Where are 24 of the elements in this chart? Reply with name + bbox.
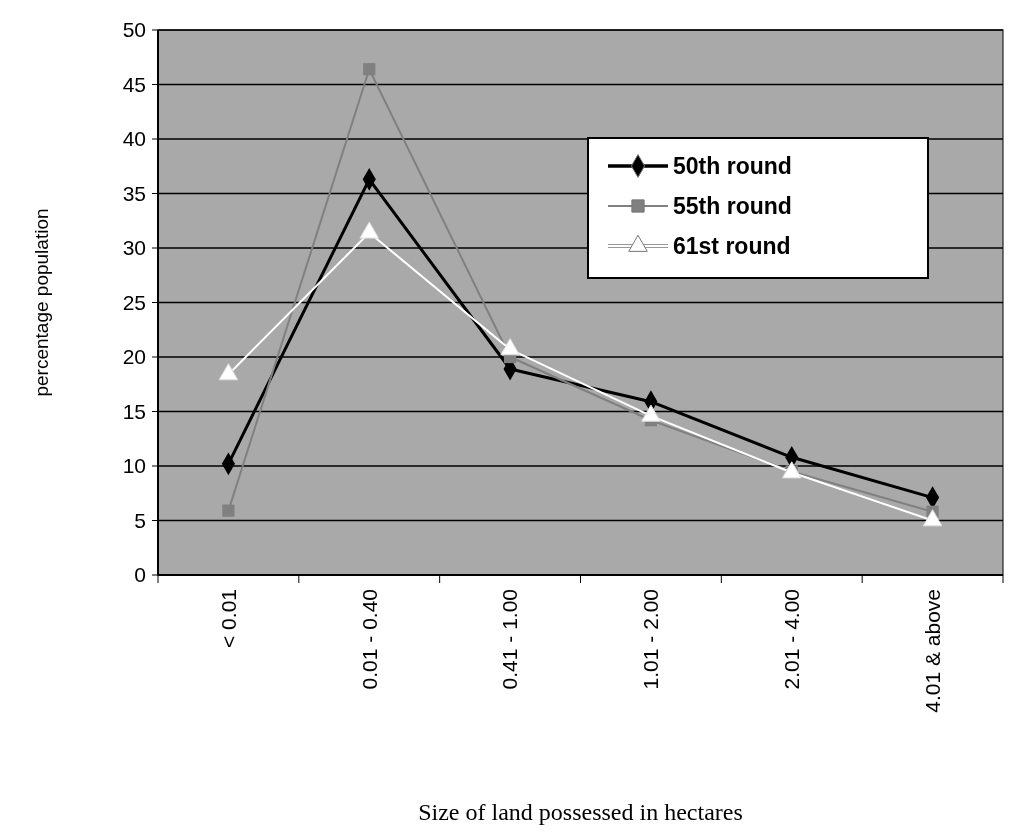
x-tick-label: 0.41 - 1.00	[498, 589, 522, 690]
y-axis-title: percentage population	[31, 208, 52, 397]
y-tick-label: 30	[122, 236, 146, 260]
point	[222, 504, 235, 517]
y-tick-label: 40	[122, 127, 146, 151]
y-tick-label: 10	[122, 454, 146, 478]
legend-label: 61st round	[673, 233, 791, 260]
x-tick-label: 0.01 - 0.40	[357, 589, 381, 690]
legend-label: 50th round	[673, 153, 792, 180]
x-tick-label: 4.01 & above	[920, 589, 944, 713]
x-tick-label: < 0.01	[216, 589, 240, 648]
y-tick-label: 20	[122, 345, 146, 369]
y-tick-label: 5	[134, 508, 146, 532]
y-tick-label: 0	[134, 563, 146, 587]
legend-label: 55th round	[673, 193, 792, 220]
x-axis-title: Size of land possessed in hectares	[418, 799, 743, 825]
y-tick-label: 45	[122, 72, 146, 96]
y-tick-label: 35	[122, 181, 146, 205]
y-tick-label: 15	[122, 399, 146, 423]
y-tick-label: 25	[122, 290, 146, 314]
point	[363, 63, 376, 76]
x-tick-label: 1.01 - 2.00	[639, 589, 663, 690]
y-tick-label: 50	[122, 18, 146, 42]
x-tick-label: 2.01 - 4.00	[780, 589, 804, 690]
